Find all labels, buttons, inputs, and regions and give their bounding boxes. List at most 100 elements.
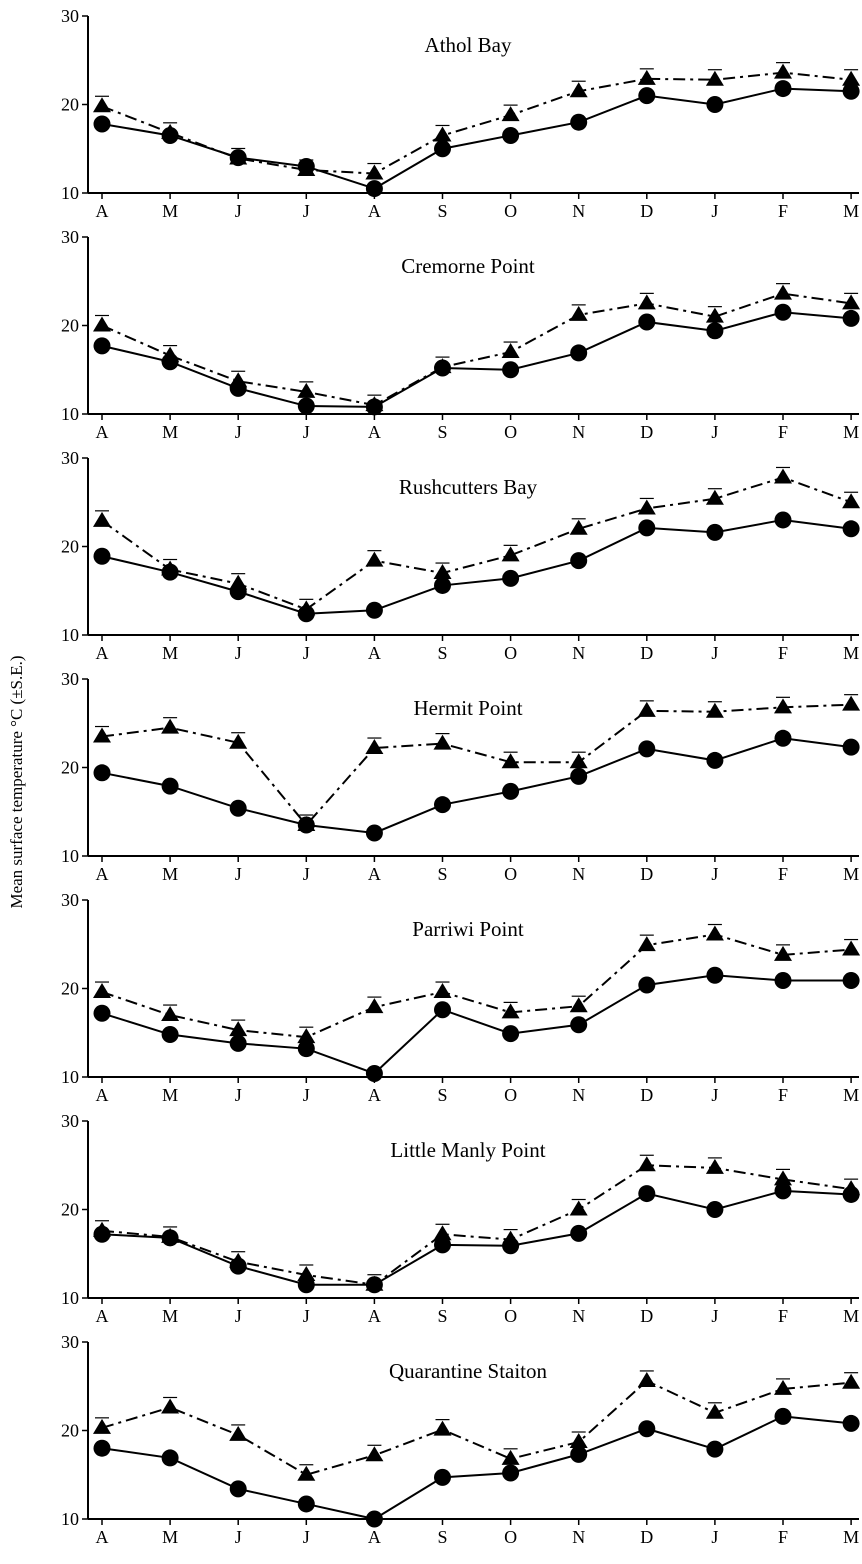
x-tick-label: J (303, 643, 310, 663)
x-tick-label: S (437, 643, 447, 663)
y-tick-label: 20 (61, 1200, 79, 1220)
data-point-triangle (842, 940, 861, 956)
x-tick-label: A (368, 1306, 381, 1326)
x-tick-label: S (437, 201, 447, 221)
data-point-triangle (637, 499, 656, 515)
data-point-triangle (637, 294, 656, 310)
x-tick-label: D (640, 643, 653, 663)
data-point-circle (93, 1439, 111, 1457)
data-point-triangle (842, 294, 861, 310)
x-tick-label: J (711, 201, 718, 221)
series-line (101, 87, 852, 190)
data-point-circle (434, 1236, 451, 1254)
data-point-triangle (705, 70, 724, 86)
x-tick-label: S (437, 422, 447, 442)
y-tick-label: 20 (61, 758, 79, 778)
data-point-circle (365, 1276, 383, 1294)
x-tick-label: F (778, 1306, 788, 1326)
data-point-circle (161, 563, 179, 581)
x-tick-label: M (843, 864, 859, 884)
x-tick-label: F (778, 1085, 788, 1105)
data-point-triangle (297, 1465, 316, 1481)
series-line (101, 71, 852, 175)
panel: 10 20 30 A M J J A S O N D J F M Rushcutters Bay (61, 448, 861, 663)
y-tick-label: 30 (61, 448, 79, 468)
x-tick-label: F (778, 864, 788, 884)
x-tick-label: A (368, 422, 381, 442)
y-tick-label: 20 (61, 537, 79, 557)
x-tick-label: N (572, 643, 585, 663)
data-point-circle (706, 96, 724, 113)
x-tick-label: A (96, 1527, 109, 1547)
data-point-circle (774, 729, 792, 747)
data-point-triangle (637, 1156, 656, 1172)
data-point-circle (434, 359, 451, 377)
x-tick-label: A (368, 864, 381, 884)
series-solid-circle (93, 966, 860, 1082)
x-tick-label: A (96, 1306, 109, 1326)
data-point-triangle (774, 63, 792, 79)
data-point-triangle (705, 925, 724, 941)
x-tick-label: J (303, 1306, 310, 1326)
data-point-circle (842, 738, 860, 756)
data-point-circle (434, 576, 451, 594)
data-point-triangle (569, 1433, 588, 1449)
data-point-triangle (297, 1265, 316, 1281)
data-point-circle (570, 767, 588, 785)
data-point-triangle (365, 551, 384, 567)
data-point-triangle (501, 546, 520, 562)
series-dashdot-triangle (93, 283, 861, 412)
series-solid-circle (93, 80, 860, 198)
y-axis-label: Mean surface temperature °C (±S.E.) (7, 655, 26, 908)
data-point-triangle (637, 936, 656, 952)
x-tick-label: N (572, 201, 585, 221)
y-tick-label: 10 (61, 846, 79, 866)
x-tick-label: S (437, 864, 447, 884)
data-point-triangle (229, 1425, 248, 1441)
data-point-circle (842, 309, 860, 327)
panel: 10 20 30 A M J J A S O N D J F M Hermit Point (61, 669, 861, 884)
data-point-circle (229, 149, 247, 167)
series-dashdot-triangle (93, 1154, 861, 1291)
x-tick-label: J (235, 864, 242, 884)
x-tick-label: J (711, 864, 718, 884)
data-point-circle (434, 1001, 451, 1019)
x-tick-label: F (778, 422, 788, 442)
series-line (101, 1189, 852, 1286)
data-point-triangle (365, 739, 384, 755)
data-point-circle (365, 398, 383, 416)
data-point-triangle (433, 734, 452, 750)
x-tick-label: A (368, 1527, 381, 1547)
data-point-triangle (501, 753, 520, 769)
data-point-circle (93, 1004, 111, 1022)
y-tick-label: 20 (61, 979, 79, 999)
x-tick-label: F (778, 201, 788, 221)
series-solid-circle (93, 303, 860, 416)
data-point-circle (161, 126, 179, 144)
data-point-circle (161, 1449, 179, 1467)
x-tick-label: M (162, 864, 178, 884)
data-point-circle (93, 337, 111, 355)
data-point-triangle (433, 1225, 452, 1241)
panel: 10 20 30 A M J J A S O N D J F M Quarantine Staiton (61, 1332, 861, 1547)
data-point-triangle (229, 1021, 248, 1037)
x-tick-label: M (843, 201, 859, 221)
data-point-circle (774, 303, 792, 321)
y-tick-label: 20 (61, 316, 79, 336)
series-line (101, 1415, 852, 1521)
x-tick-label: J (303, 201, 310, 221)
x-tick-label: J (235, 1306, 242, 1326)
x-tick-label: M (843, 643, 859, 663)
series-dashdot-triangle (93, 62, 861, 180)
data-point-circle (706, 1440, 724, 1458)
data-point-circle (638, 1185, 656, 1203)
data-point-triangle (365, 998, 384, 1014)
data-point-triangle (433, 126, 452, 142)
data-point-circle (774, 1182, 792, 1200)
data-point-circle (774, 80, 792, 98)
x-tick-label: F (778, 643, 788, 663)
series-line (101, 974, 852, 1075)
y-tick-label: 30 (61, 890, 79, 910)
data-point-circle (638, 87, 656, 105)
